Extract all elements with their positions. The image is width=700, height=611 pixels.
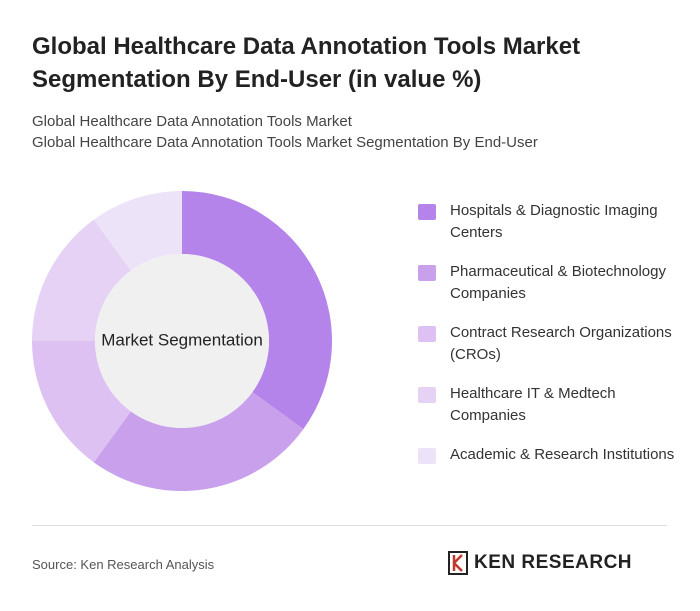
legend-label: Hospitals & Diagnostic Imaging Centers [450,202,658,241]
logo: KEN RESEARCH [448,550,632,576]
legend-swatch [418,387,436,403]
legend-swatch [418,326,436,342]
legend-item: Contract Research Organizations (CROs) [418,322,688,383]
logo-text: KEN RESEARCH [474,552,633,573]
subtitle: Global Healthcare Data Annotation Tools … [32,113,352,130]
chart-title: Global Healthcare Data Annotation Tools … [32,33,581,93]
legend-item: Healthcare IT & Medtech Companies [418,383,688,444]
donut-slice [32,219,131,341]
legend-label: Contract Research Organizations (CROs) [450,324,672,363]
logo-icon [448,551,468,575]
legend-item: Pharmaceutical & Biotechnology Companies [418,261,688,322]
legend-label: Pharmaceutical & Biotechnology Companies [450,263,666,302]
donut-hole [95,254,269,428]
donut-slice [93,191,182,271]
legend-swatch [418,204,436,220]
separator [32,525,667,526]
legend-item: Hospitals & Diagnostic Imaging Centers [418,200,688,261]
donut-slice [93,392,304,491]
legend: Hospitals & Diagnostic Imaging Centers Ph… [418,200,688,505]
donut-chart: Market Segmentation [32,191,332,491]
legend-swatch [418,448,436,464]
donut-slice [32,341,131,463]
subtitle: Global Healthcare Data Annotation Tools … [32,134,538,151]
legend-item: Academic & Research Institutions [418,444,688,505]
legend-swatch [418,265,436,281]
legend-label: Healthcare IT & Medtech Companies [450,385,616,424]
donut-slice [182,191,332,430]
center-label: Market Segmentation [101,330,263,349]
legend-label: Academic & Research Institutions [450,446,675,463]
source: Source: Ken Research Analysis [32,557,215,572]
